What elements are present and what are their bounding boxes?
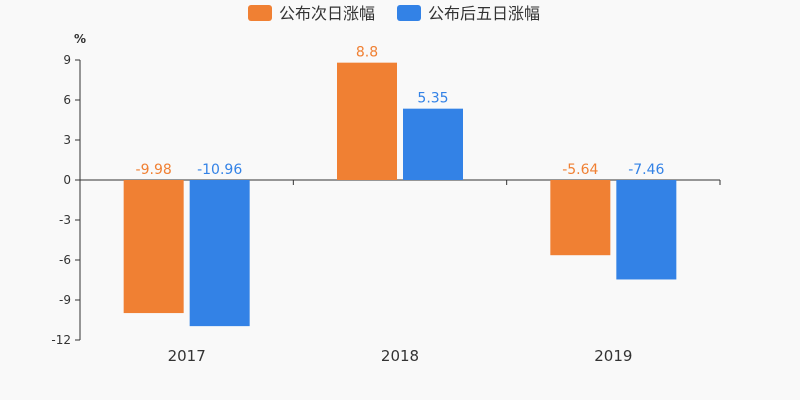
x-category-label: 2017 [168,347,206,365]
data-label-2018-series-0: 8.8 [356,45,378,61]
legend-label-next-day: 公布次日涨幅 [279,4,375,23]
y-axis: 9 6 3 0 -3 -6 -9 -12 [51,53,81,347]
legend-swatch-next-day [248,5,272,21]
y-tick-label: -9 [59,293,71,307]
legend: 公布次日涨幅 公布后五日涨幅 [248,4,540,23]
data-label-2017-series-0: -9.98 [136,162,172,178]
data-label-2018-series-1: 5.35 [417,91,448,107]
bar-2018-series-1 [403,108,463,180]
y-tick-label: 6 [63,93,71,107]
x-category-label: 2018 [381,347,419,365]
data-labels: -9.98 -10.96 8.8 5.35 -5.64 -7.46 [136,45,665,178]
x-axis: 2017 2018 2019 [79,179,721,365]
bar-2017-series-1 [189,180,250,327]
legend-label-five-day: 公布后五日涨幅 [428,4,540,23]
y-tick-label: 0 [63,173,71,187]
x-category-label: 2019 [594,347,632,365]
data-label-2017-series-1: -10.96 [197,162,242,178]
y-axis-unit-label: % [74,32,86,46]
data-label-2019-series-1: -7.46 [628,162,664,178]
y-tick-label: 3 [63,133,71,147]
y-tick-label: -3 [59,213,71,227]
y-tick-label: -6 [59,253,71,267]
bar-2019-series-0 [550,180,611,256]
bar-2019-series-1 [616,180,677,280]
legend-swatch-five-day [397,5,421,21]
data-label-2019-series-0: -5.64 [562,162,598,178]
y-tick-label: 9 [63,53,71,67]
bar-2018-series-0 [337,62,397,180]
y-tick-label: -12 [51,333,71,347]
bars [123,62,677,327]
bar-2017-series-0 [123,180,184,314]
